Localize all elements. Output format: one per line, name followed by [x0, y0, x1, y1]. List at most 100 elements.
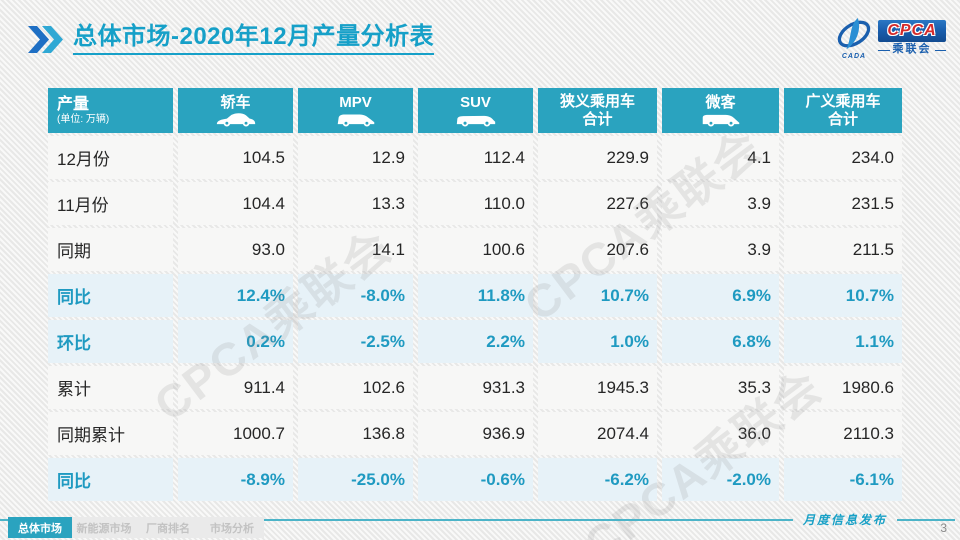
footer: 月度信息发布 总体市场 新能源市场 厂商排名 市场分析 3 [0, 508, 960, 540]
column-header: MPV [298, 88, 413, 133]
double-chevron-icon [28, 26, 63, 54]
table-cell: -8.9% [178, 458, 293, 501]
column-header: SUV [418, 88, 533, 133]
table-cell: 6.9% [662, 274, 779, 317]
table-cell: 35.3 [662, 366, 779, 409]
cpca-acronym: CPCA [887, 22, 937, 40]
table-cell: -25.0% [298, 458, 413, 501]
row-header-title: 产量 [57, 95, 90, 113]
footer-rule-line [0, 519, 793, 521]
table-cell: 211.5 [784, 228, 902, 271]
cpca-emblem-icon [837, 17, 871, 50]
table-cell: 207.6 [538, 228, 657, 271]
mpv-icon [335, 112, 377, 127]
table-cell: 1000.7 [178, 412, 293, 455]
table-cell: 931.3 [418, 366, 533, 409]
table-cell: 1.0% [538, 320, 657, 363]
footer-tab[interactable]: 总体市场 [8, 517, 72, 538]
row-label: 环比 [48, 320, 173, 363]
table-cell: 102.6 [298, 366, 413, 409]
footer-tab-bar: 总体市场 新能源市场 厂商排名 市场分析 [8, 517, 264, 538]
table-cell: 112.4 [418, 136, 533, 179]
table-cell: 911.4 [178, 366, 293, 409]
cpca-wordmark: CPCA 乘联会 [878, 20, 946, 56]
table-cell: 2.2% [418, 320, 533, 363]
divider [934, 49, 946, 51]
column-header: 轿车 [178, 88, 293, 133]
column-header: 微客 [662, 88, 779, 133]
microvan-icon [700, 112, 742, 127]
table-cell: 100.6 [418, 228, 533, 271]
table-cell: 36.0 [662, 412, 779, 455]
table-cell: 104.4 [178, 182, 293, 225]
table-cell: 1980.6 [784, 366, 902, 409]
table-cell: 2074.4 [538, 412, 657, 455]
row-label: 同期累计 [48, 412, 173, 455]
column-header-label: 广义乘用车 [805, 93, 881, 111]
table-cell: -8.0% [298, 274, 413, 317]
table-cell: 13.3 [298, 182, 413, 225]
cpca-emblem: CADA [833, 17, 875, 60]
table-cell: 227.6 [538, 182, 657, 225]
table-cell: 0.2% [178, 320, 293, 363]
table-cell: 6.8% [662, 320, 779, 363]
emblem-caption: CADA [841, 53, 867, 60]
footer-tab[interactable]: 市场分析 [200, 517, 264, 538]
footer-rule-line [897, 519, 955, 521]
row-label: 同比 [48, 458, 173, 501]
table-cell: 4.1 [662, 136, 779, 179]
table-cell: 10.7% [784, 274, 902, 317]
table-cell: 110.0 [418, 182, 533, 225]
suv-icon [455, 112, 497, 127]
table-cell: 1.1% [784, 320, 902, 363]
row-label: 12月份 [48, 136, 173, 179]
table-cell: 1945.3 [538, 366, 657, 409]
column-header-label: 轿车 [220, 93, 251, 111]
table-cell: 12.4% [178, 274, 293, 317]
table-cell: 3.9 [662, 182, 779, 225]
table-cell: 2110.3 [784, 412, 902, 455]
column-header-label: 合计 [827, 110, 858, 128]
table-cell: 3.9 [662, 228, 779, 271]
sedan-icon [215, 112, 257, 127]
row-header-unit: (单位: 万辆) [57, 113, 110, 125]
footer-tab[interactable]: 厂商排名 [136, 517, 200, 538]
footer-tab[interactable]: 新能源市场 [72, 517, 136, 538]
table-cell: 136.8 [298, 412, 413, 455]
table-cell: 104.5 [178, 136, 293, 179]
table-cell: -0.6% [418, 458, 533, 501]
footer-note: 月度信息发布 [802, 513, 887, 527]
cpca-cn-name: 乘联会 [892, 43, 932, 56]
column-header-label: MPV [339, 93, 372, 111]
column-header: 狭义乘用车 合计 [538, 88, 657, 133]
table-cell: 93.0 [178, 228, 293, 271]
title-bar: 总体市场-2020年12月产量分析表 [28, 23, 435, 56]
table-cell: 14.1 [298, 228, 413, 271]
table-cell: 11.8% [418, 274, 533, 317]
footer-rule: 月度信息发布 [0, 514, 955, 526]
table-cell: 936.9 [418, 412, 533, 455]
cpca-cn-row: 乘联会 [878, 43, 946, 56]
page-number: 3 [940, 521, 947, 535]
table-cell: 12.9 [298, 136, 413, 179]
row-label: 累计 [48, 366, 173, 409]
cpca-acronym-box: CPCA [878, 20, 946, 43]
row-label: 同比 [48, 274, 173, 317]
table-cell: 234.0 [784, 136, 902, 179]
column-header-label: SUV [460, 93, 491, 111]
table-cell: 229.9 [538, 136, 657, 179]
column-header-production: 产量 (单位: 万辆) [48, 88, 173, 133]
table-cell: -6.1% [784, 458, 902, 501]
table-cell: -2.0% [662, 458, 779, 501]
page-title: 总体市场-2020年12月产量分析表 [73, 23, 435, 56]
row-label: 同期 [48, 228, 173, 271]
column-header-label: 狭义乘用车 [559, 93, 635, 111]
table-cell: 231.5 [784, 182, 902, 225]
column-header-label: 合计 [582, 110, 613, 128]
production-table: 产量 (单位: 万辆) 轿车 MPV SUV 狭义乘用车 合计 微客 广义乘用车 合计 12月份… [48, 88, 902, 501]
cpca-logo: CADA CPCA 乘联会 [833, 17, 946, 60]
column-header: 广义乘用车 合计 [784, 88, 902, 133]
divider [878, 49, 890, 51]
column-header-label: 微客 [705, 93, 736, 111]
